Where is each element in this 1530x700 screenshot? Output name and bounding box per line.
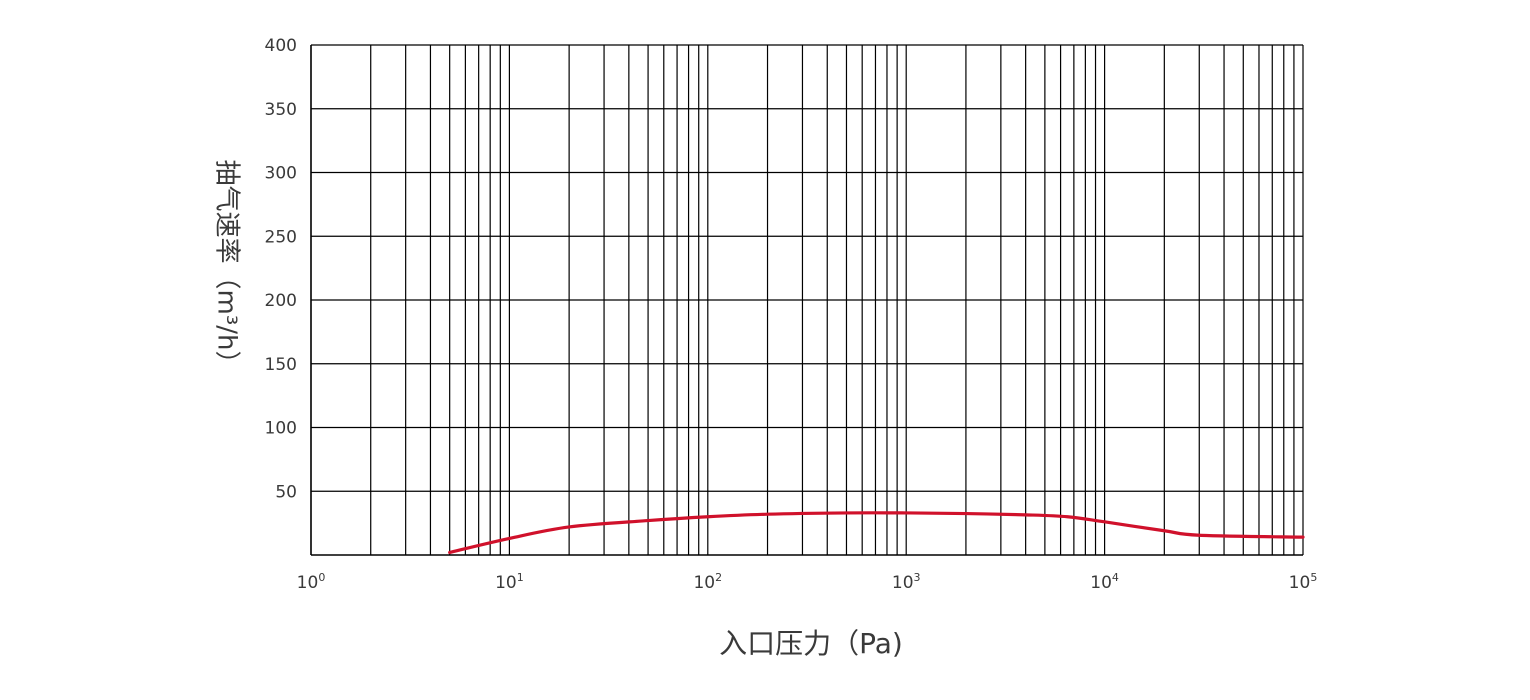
x-tick-label: 102 bbox=[693, 571, 722, 593]
y-tick-label: 350 bbox=[265, 100, 297, 120]
x-tick-label: 105 bbox=[1289, 571, 1318, 593]
x-tick-label: 104 bbox=[1090, 571, 1119, 593]
y-tick-label: 100 bbox=[265, 419, 297, 439]
x-tick-label: 103 bbox=[892, 571, 921, 593]
y-axis-label: 抽气速率（m³/h） bbox=[212, 160, 242, 377]
y-tick-label: 200 bbox=[265, 291, 297, 311]
x-axis-label: 入口压力（Pa) bbox=[719, 627, 903, 660]
y-tick-label: 400 bbox=[265, 36, 297, 56]
pumping-speed-curve bbox=[448, 511, 1305, 555]
y-tick-label: 50 bbox=[275, 482, 297, 502]
x-tick-label: 100 bbox=[297, 571, 326, 593]
y-tick-label: 250 bbox=[265, 227, 297, 247]
y-tick-label: 150 bbox=[265, 355, 297, 375]
y-tick-label: 300 bbox=[265, 164, 297, 184]
x-tick-label: 101 bbox=[495, 571, 524, 593]
